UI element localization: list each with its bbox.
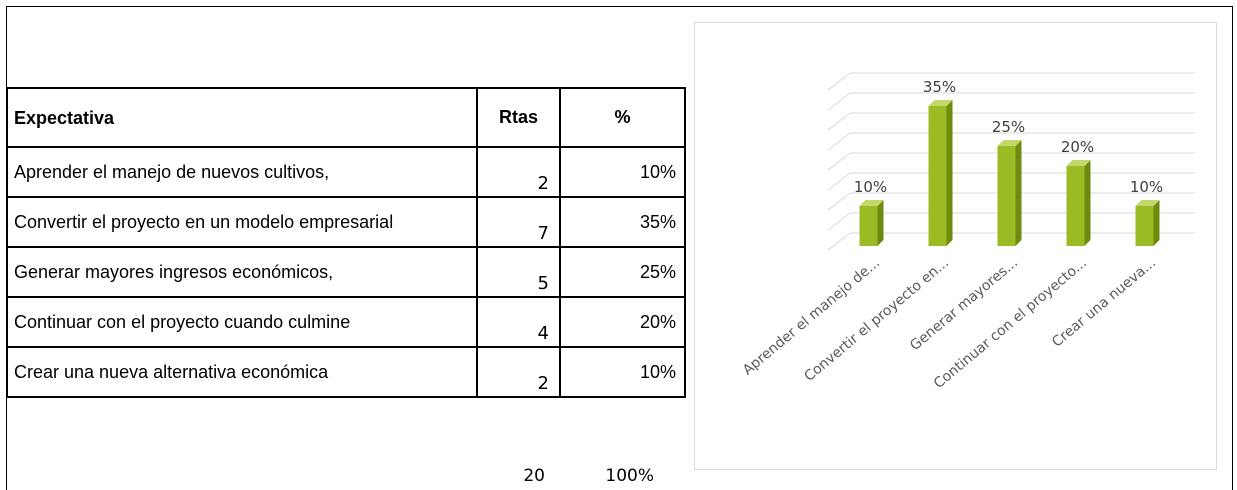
- gridline-diag: [827, 152, 851, 171]
- bar: [928, 106, 947, 246]
- gridline-diag: [827, 232, 851, 251]
- row-rtas: 5: [476, 246, 561, 298]
- table-row: Crear una nueva alternativa económica 2 …: [6, 346, 686, 398]
- bar-side: [1084, 160, 1091, 246]
- bar-chart-svg: 10% Aprender el manejo de... 35% Convertir …: [740, 72, 1195, 392]
- row-label: Convertir el proyecto en un modelo empre…: [6, 196, 478, 248]
- page-border-right: [1232, 6, 1233, 490]
- row-pct: 20%: [559, 296, 686, 348]
- header-pct: %: [559, 87, 686, 148]
- gridline-diag: [827, 92, 851, 111]
- gridline-diag: [827, 112, 851, 131]
- bar: [1135, 206, 1154, 246]
- category-label: Convertir el proyecto en...: [801, 255, 952, 385]
- row-label: Aprender el manejo de nuevos cultivos,: [6, 146, 478, 198]
- total-percent: 100%: [605, 466, 654, 486]
- row-rtas: 4: [476, 296, 561, 348]
- bar: [997, 146, 1016, 246]
- row-pct: 10%: [559, 146, 686, 198]
- header-expectativa: Expectativa: [6, 87, 478, 148]
- bar-top: [1066, 160, 1091, 166]
- expectations-table: Expectativa Rtas % Aprender el manejo de…: [6, 87, 686, 398]
- row-label: Continuar con el proyecto cuando culmine: [6, 296, 478, 348]
- data-label: 25%: [992, 118, 1025, 136]
- table-header-row: Expectativa Rtas %: [6, 87, 686, 148]
- bar-chart: 10% Aprender el manejo de... 35% Convertir …: [694, 22, 1217, 470]
- bar-top: [859, 200, 884, 206]
- row-rtas: 2: [476, 146, 561, 198]
- total-responses: 20: [523, 466, 545, 486]
- table-row: Generar mayores ingresos económicos, 5 2…: [6, 246, 686, 298]
- bar: [1066, 166, 1085, 246]
- table-row: Aprender el manejo de nuevos cultivos, 2…: [6, 146, 686, 198]
- bar-top: [997, 140, 1022, 146]
- bar: [859, 206, 878, 246]
- row-label: Crear una nueva alternativa económica: [6, 346, 478, 398]
- row-pct: 10%: [559, 346, 686, 398]
- bar-side: [1015, 140, 1022, 246]
- row-pct: 35%: [559, 196, 686, 248]
- category-label: Aprender el manejo de...: [740, 255, 883, 379]
- gridline-diag: [827, 132, 851, 151]
- table-row: Continuar con el proyecto cuando culmine…: [6, 296, 686, 348]
- row-pct: 25%: [559, 246, 686, 298]
- table-row: Convertir el proyecto en un modelo empre…: [6, 196, 686, 248]
- row-rtas: 2: [476, 346, 561, 398]
- data-label: 10%: [1130, 178, 1163, 196]
- bar-side: [1153, 200, 1160, 246]
- page-border-top: [6, 6, 1233, 7]
- data-label: 35%: [923, 78, 956, 96]
- header-rtas: Rtas: [476, 87, 561, 148]
- row-rtas: 7: [476, 196, 561, 248]
- row-label: Generar mayores ingresos económicos,: [6, 246, 478, 298]
- bar-top: [928, 100, 953, 106]
- gridline-diag: [827, 192, 851, 211]
- data-label: 20%: [1061, 138, 1094, 156]
- bar-side: [877, 200, 884, 246]
- gridline-diag: [827, 212, 851, 231]
- bar-side: [946, 100, 953, 246]
- gridline-diag: [827, 72, 851, 91]
- bar-top: [1135, 200, 1160, 206]
- gridline-diag: [827, 172, 851, 191]
- data-label: 10%: [854, 178, 887, 196]
